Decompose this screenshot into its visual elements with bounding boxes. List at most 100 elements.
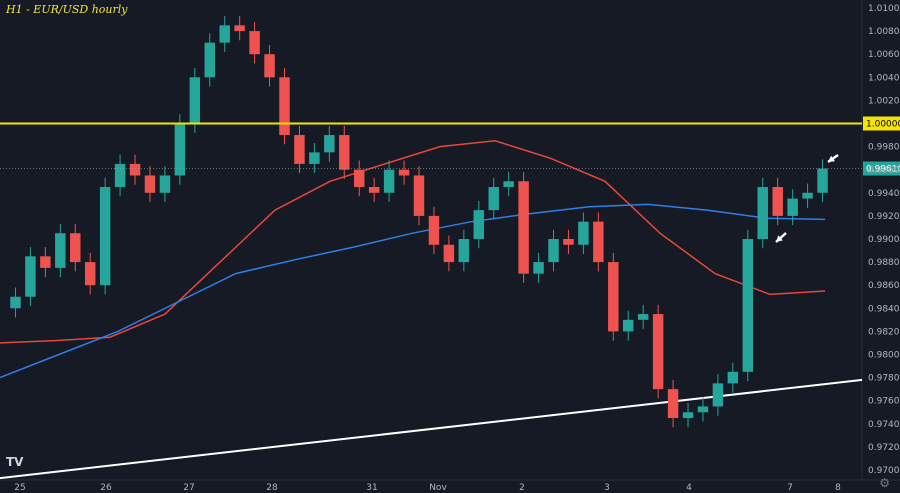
candle-body (413, 175, 425, 216)
candle-body (533, 262, 544, 274)
candle-body (234, 25, 245, 32)
candle-body (503, 181, 514, 188)
y-tick-label: 0.97000 (868, 466, 900, 476)
candle-body (129, 163, 141, 176)
candle-body (712, 383, 724, 407)
annotation-arrowhead (776, 235, 783, 242)
candle-body (518, 181, 529, 274)
candle-body (99, 187, 111, 286)
candle-body (563, 239, 574, 245)
candle-body (114, 163, 126, 188)
level-label: 1.00000 (866, 120, 900, 130)
x-tick-label: 2 (519, 483, 525, 493)
x-tick-label: 25 (14, 483, 25, 493)
candle-body (279, 77, 290, 136)
level-layer: 1.00000 0.99610 (0, 116, 900, 176)
candle-body (727, 371, 739, 384)
y-tick-label: 1.00600 (868, 50, 900, 60)
candle-body (623, 319, 634, 332)
candle-body (10, 296, 21, 309)
x-tick-label: Nov (429, 483, 447, 493)
level-label: 0.99610 (866, 165, 900, 175)
candle-body (608, 262, 619, 332)
candle-body (757, 187, 768, 239)
candle-body (368, 187, 380, 193)
candle-body (174, 123, 186, 176)
candle-body (339, 135, 350, 170)
candle-body (458, 239, 470, 263)
candle-body (667, 389, 679, 419)
candle-body (383, 169, 395, 193)
candle-body (473, 210, 485, 239)
candle-body (70, 233, 81, 263)
candle-body (40, 256, 51, 268)
x-tick-label: 31 (366, 483, 377, 493)
candle-body (697, 406, 709, 413)
gear-icon[interactable]: ⚙ (879, 476, 890, 490)
moving-average-line (0, 140, 826, 344)
candle-body (189, 77, 201, 124)
candle-body (593, 221, 604, 263)
x-tick-label: 27 (183, 483, 194, 493)
x-tick-label: 8 (835, 483, 841, 493)
candle-body (817, 168, 828, 193)
y-tick-label: 1.00400 (868, 73, 900, 83)
candle-body (398, 169, 410, 176)
candle-body (353, 169, 365, 188)
candle-body (25, 256, 36, 297)
candle-body (249, 31, 260, 55)
y-tick-label: 1.01000 (868, 4, 900, 14)
annotation-arrowhead (828, 155, 835, 162)
candle-body (637, 314, 649, 320)
candle-body (787, 198, 798, 216)
x-tick-label: 26 (100, 483, 112, 493)
chart-title: H1 - EUR/USD hourly (6, 3, 128, 16)
candle-body (428, 215, 440, 245)
x-tick-label: 3 (604, 483, 610, 493)
annotation-layer (775, 153, 839, 243)
x-tick-label: 7 (787, 483, 793, 493)
candle-body (324, 135, 335, 153)
x-tick-label: 28 (266, 483, 278, 493)
level-label-box (863, 161, 900, 176)
tradingview-logo: TV (6, 455, 24, 469)
candle-body (294, 135, 305, 164)
moving-average-line (0, 203, 826, 379)
candle-body (204, 42, 215, 78)
time-axis[interactable]: 25 26 27 28 31 Nov 2 3 4 7 8 (14, 483, 841, 493)
candle-body (219, 25, 230, 43)
y-tick-label: 1.00800 (868, 27, 900, 37)
candle-body (578, 221, 589, 245)
candle-body (548, 239, 559, 263)
candle-body (443, 244, 455, 263)
candle-body (652, 314, 664, 390)
candle-body (309, 152, 320, 164)
candle-layer (10, 16, 828, 428)
candle-body (159, 175, 171, 193)
level-label-box (863, 116, 900, 131)
candle-body (742, 239, 754, 372)
candle-body (264, 54, 275, 78)
candle-body (772, 187, 783, 216)
x-tick-label: 4 (686, 483, 692, 493)
candle-body (488, 187, 499, 211)
candle-body (55, 233, 66, 268)
candle-body (802, 192, 813, 199)
candle-body (144, 175, 156, 193)
